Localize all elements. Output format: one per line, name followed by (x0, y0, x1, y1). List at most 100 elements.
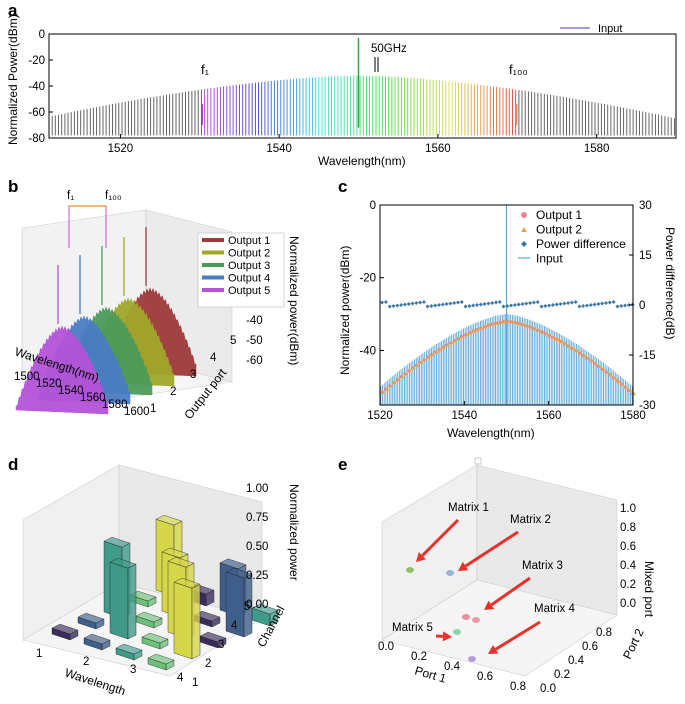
power-diff-point (410, 301, 415, 306)
center-line (201, 37, 518, 128)
output2-point (472, 329, 477, 333)
panel-label-e: e (338, 455, 347, 474)
input-comb-lines (51, 75, 675, 136)
output2-point (385, 387, 390, 391)
ztick-label: 0.75 (246, 512, 268, 524)
output2-point (445, 343, 450, 347)
output2-point (396, 377, 401, 382)
y2tick-label: 30 (639, 200, 652, 212)
ztick-label: -60 (246, 355, 263, 367)
power-diff-point (383, 300, 388, 304)
bar-top (173, 577, 201, 589)
panel-d-bars (51, 514, 279, 671)
output2-point (461, 334, 466, 339)
matrix-arrow-head (488, 645, 499, 654)
power-diff-point (444, 302, 449, 306)
bar-top (115, 643, 143, 655)
ytick-label: 4 (231, 620, 238, 632)
output2-point (464, 332, 469, 337)
output2-point (491, 322, 496, 326)
xtick-label: 1580 (102, 399, 128, 411)
panel-c-plot (380, 205, 636, 405)
output2-point (423, 357, 428, 362)
bar-front (173, 581, 193, 660)
bar-top (155, 514, 183, 526)
legend-output1-swatch (521, 212, 527, 218)
power-diff-point (486, 301, 491, 306)
bar-top (199, 631, 227, 643)
output2-point (620, 382, 625, 386)
output2-point (487, 323, 492, 327)
output2-point (616, 379, 621, 383)
xtick-label: 3 (130, 664, 136, 676)
xtick-label: 4 (177, 672, 184, 684)
output2-point (544, 331, 549, 336)
output2-point (612, 376, 617, 380)
power-diff-point (512, 303, 517, 307)
spacing-label: 50GHz (371, 43, 407, 55)
output2-point (571, 346, 576, 350)
output2-point (567, 344, 572, 348)
power-diff-point (475, 303, 479, 307)
power-diff-point (566, 301, 571, 305)
output2-point (453, 338, 458, 343)
power-diff-point (478, 302, 483, 307)
power-diff-point (611, 300, 616, 304)
power-diff-point (520, 302, 525, 306)
panel-b-legend-box (197, 232, 285, 308)
legend-label: Output 4 (228, 273, 270, 285)
output2-point (438, 347, 443, 352)
power-diff-point (414, 301, 419, 305)
panel-c-output-comparison: 0 -20 -40 30 15 0 -15 -30 1520 1540 1560 1580 Outpu… (338, 200, 677, 440)
legend-label: Output 5 (228, 285, 270, 297)
cluster-point (468, 656, 476, 662)
output2-point (525, 323, 530, 328)
cluster-point (453, 629, 461, 635)
power-diff-point (402, 302, 407, 307)
power-diff-point (421, 300, 426, 304)
output2-point (426, 355, 431, 359)
output2-point (628, 388, 632, 392)
bar-top (167, 556, 195, 568)
matrix-arrow-head (442, 631, 452, 642)
legend-label: Output 3 (228, 260, 270, 272)
xtick-label: 0.2 (411, 651, 427, 663)
xtick-label: 0.6 (477, 671, 493, 683)
ytick-label: 0.6 (582, 641, 598, 653)
panel-d-zlabel: Normalized power (287, 484, 301, 581)
output2-point (548, 333, 553, 338)
matrix-label: Matrix 2 (510, 514, 551, 526)
output2-point (483, 324, 488, 329)
panel-b-zlabel: Normalized power(dBm) (287, 236, 301, 365)
power-diff-point (585, 303, 589, 308)
xtick-label: 1 (36, 648, 42, 660)
ztick-label: 0.2 (620, 579, 636, 591)
matrix-arrow-shaft (464, 530, 519, 568)
panel-a-xlabel: Wavelength(nm) (318, 154, 406, 168)
panel-d-xlabel: Wavelength (63, 666, 127, 699)
output2-point (499, 320, 503, 324)
panel-e-scatter3d: 0.0 0.2 0.4 0.6 0.8 1.0 0.0 0.2 0.4 0.6 0.8 0.0 0.2 0… (378, 457, 656, 695)
bar-side (191, 583, 201, 660)
output2-point (392, 380, 397, 385)
power-diff-point (509, 303, 514, 308)
ztick-label: 0.4 (620, 560, 637, 572)
output2-point (624, 385, 629, 389)
output2-point (540, 329, 545, 334)
xtick-label: 1500 (14, 371, 40, 383)
power-diff-point (505, 304, 510, 308)
output2-point (559, 339, 564, 344)
power-diff-point (406, 302, 411, 306)
power-diff-point (387, 304, 392, 309)
spectrum-output-5 (15, 325, 109, 415)
xtick-label: 1560 (425, 143, 451, 155)
output2-point (582, 353, 587, 358)
panel-e-points (406, 567, 480, 662)
xtick-label: 1520 (367, 410, 393, 422)
legend-label: Output 2 (536, 223, 582, 237)
power-diff-point (562, 301, 567, 306)
power-diff-point (459, 300, 464, 304)
output2-point (590, 359, 595, 363)
